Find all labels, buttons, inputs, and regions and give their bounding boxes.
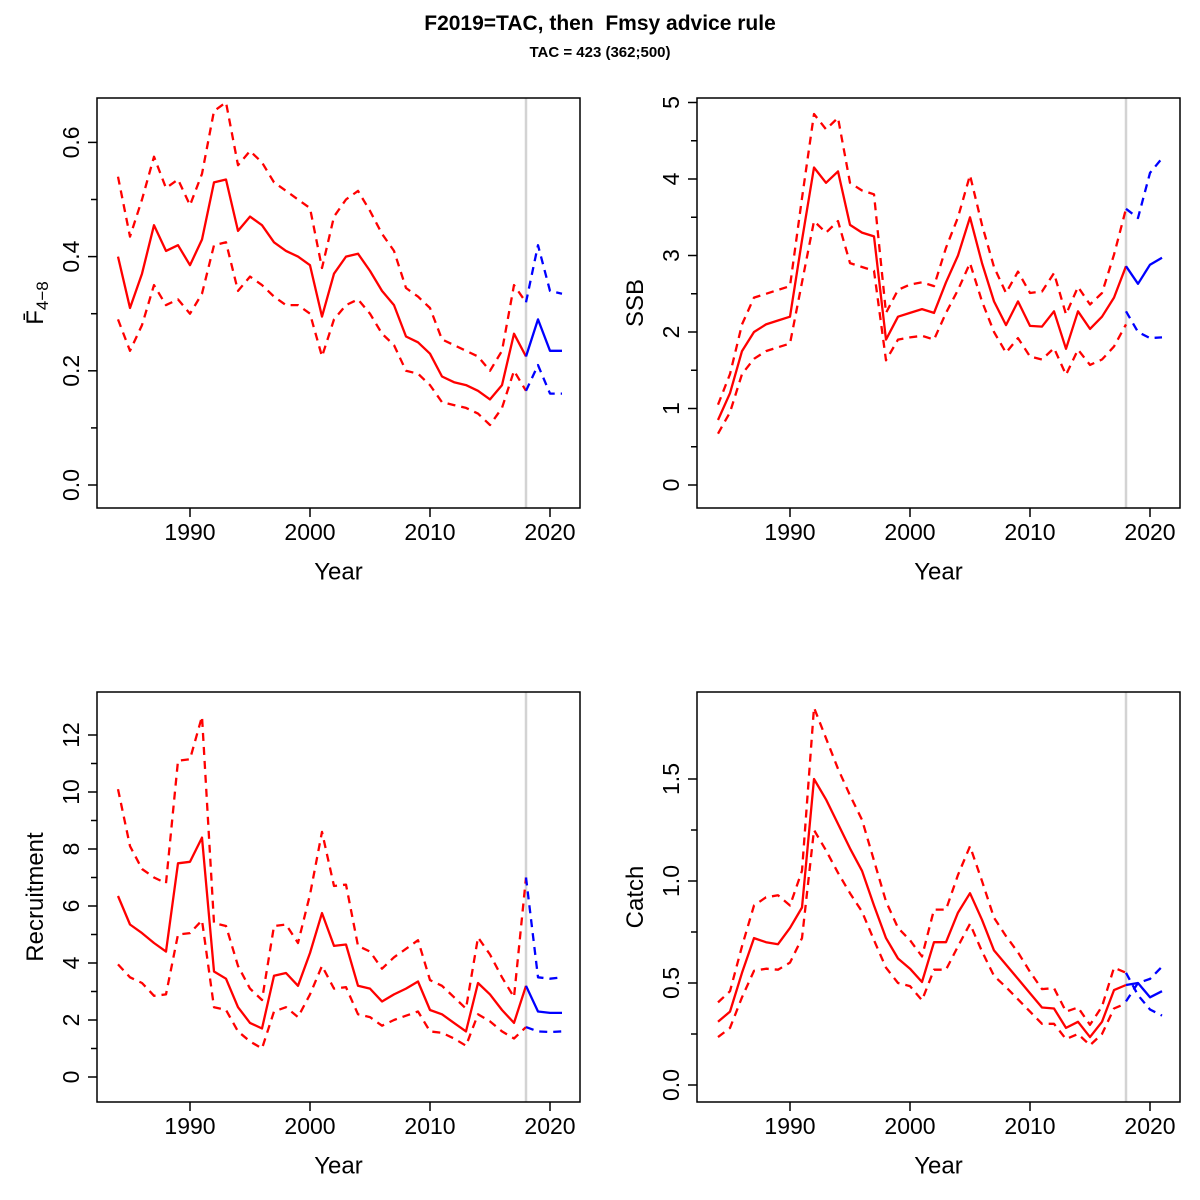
catch-forecast-median-line (1125, 981, 1163, 999)
ssb-median-line (716, 166, 1128, 421)
ssb-forecast-upper-ci-line (1125, 157, 1163, 220)
x-tick-label: 2000 (884, 519, 935, 545)
y-tick-label: 0 (658, 479, 684, 492)
x-tick-label: 2020 (524, 1113, 575, 1139)
x-tick-label: 2020 (1124, 519, 1175, 545)
x-tick-label: 1990 (164, 519, 215, 545)
y-tick-label: 1.0 (658, 865, 684, 897)
catch-y-axis: 0.0 0.5 1.0 1.5 Catch (622, 763, 697, 1101)
y-tick-label: 0.2 (58, 355, 84, 387)
x-tick-label: 2000 (884, 1113, 935, 1139)
ssb-upper-ci-line (716, 112, 1128, 406)
catch-upper-ci-line (717, 706, 1127, 1026)
ssb-forecast-lower-ci-line (1125, 310, 1163, 340)
catch-plot-box (696, 691, 1181, 1103)
recruitment-forecast-upper-ci-line (524, 877, 563, 980)
ssb-x-label: Year (914, 559, 963, 586)
x-tick-label: 2010 (404, 1113, 455, 1139)
panel-catch: 1990 2000 2010 2020 Year 0.0 0.5 1.0 1.5 Catch (622, 691, 1181, 1180)
x-tick-label: 2000 (284, 519, 335, 545)
y-tick-label: 1 (658, 402, 684, 415)
x-tick-label: 2010 (404, 519, 455, 545)
recruitment-upper-ci-line (116, 715, 528, 1010)
y-tick-label: 6 (58, 900, 84, 913)
recruitment-y-label: Recruitment (22, 832, 49, 962)
recruitment-forecast-median-line (524, 985, 562, 1015)
x-tick-label: 1990 (764, 1113, 815, 1139)
y-tick-label: 0.5 (658, 967, 684, 999)
ssb-y-axis: 0 1 2 3 4 5 SSB (622, 96, 697, 492)
y-tick-label: 1.5 (658, 763, 684, 795)
y-tick-label: 0.0 (658, 1069, 684, 1101)
catch-forecast-lower-ci-line (1124, 972, 1163, 1017)
x-tick-label: 2020 (1124, 1113, 1175, 1139)
y-tick-label: 10 (58, 779, 84, 805)
y-tick-label: 0.0 (58, 469, 84, 501)
recruitment-plot-box (96, 691, 581, 1103)
x-tick-label: 2010 (1004, 1113, 1055, 1139)
catch-median-line (717, 777, 1127, 1039)
catch-forecast-upper-ci-line (1125, 965, 1163, 1003)
recruitment-lower-ci-line (117, 919, 527, 1050)
fbar-x-label: Year (314, 559, 363, 586)
recruitment-forecast-lower-ci-line (525, 1026, 563, 1034)
x-tick-label: 2010 (1004, 519, 1055, 545)
ssb-forecast-median-line (1125, 256, 1163, 285)
y-tick-label: 0.4 (58, 240, 84, 272)
fbar-x-axis: 1990 2000 2010 2020 Year (164, 508, 576, 586)
subtitle: TAC = 423 (362;500) (529, 44, 671, 61)
fbar-forecast-lower-ci-line (524, 363, 562, 395)
catch-y-label: Catch (622, 866, 649, 929)
y-tick-label: 0 (58, 1071, 84, 1084)
fbar-y-axis: 0.0 0.2 0.4 0.6 F̄4−8 (22, 126, 97, 501)
y-tick-label: 8 (58, 843, 84, 856)
panel-recruitment: 1990 2000 2010 2020 Year 0 2 4 6 8 10 12 Recruitment (22, 691, 581, 1180)
panel-ssb: 1990 2000 2010 2020 Year 0 1 2 3 4 5 SSB (622, 96, 1181, 586)
y-tick-label: 0.6 (58, 126, 84, 158)
recruitment-x-label: Year (314, 1153, 363, 1180)
fbar-upper-ci-line (116, 101, 527, 372)
fbar-lower-ci-line (116, 241, 527, 427)
x-tick-label: 2000 (284, 1113, 335, 1139)
fbar-median-line (116, 178, 528, 401)
fbar-forecast-median-line (524, 318, 562, 357)
recruitment-x-axis: 1990 2000 2010 2020 Year (164, 1102, 576, 1180)
y-tick-label: 4 (58, 956, 84, 969)
x-tick-label: 1990 (764, 519, 815, 545)
ssb-lower-ci-line (716, 219, 1128, 435)
catch-lower-ci-line (717, 828, 1127, 1047)
catch-x-axis: 1990 2000 2010 2020 Year (764, 1102, 1176, 1180)
y-tick-label: 5 (658, 96, 684, 109)
y-tick-label: 2 (658, 326, 684, 339)
ssb-plot-box (696, 97, 1181, 509)
x-tick-label: 1990 (164, 1113, 215, 1139)
catch-x-label: Year (914, 1153, 963, 1180)
x-tick-label: 2020 (524, 519, 575, 545)
fbar-plot-box (96, 97, 581, 509)
y-tick-label: 4 (658, 172, 684, 185)
recruitment-y-axis: 0 2 4 6 8 10 12 Recruitment (22, 722, 97, 1084)
y-tick-label: 2 (58, 1014, 84, 1027)
fbar-y-label: F̄4−8 (22, 281, 52, 325)
y-tick-label: 3 (658, 249, 684, 262)
ssb-y-label: SSB (622, 279, 649, 327)
main-title: F2019=TAC, then Fmsy advice rule (424, 12, 776, 35)
recruitment-median-line (116, 836, 528, 1033)
ssb-x-axis: 1990 2000 2010 2020 Year (764, 508, 1176, 586)
fbar-forecast-upper-ci-line (524, 244, 563, 303)
panel-fbar: 1990 2000 2010 2020 Year 0.0 0.2 0.4 0.6 F̄4−8 (22, 97, 581, 586)
y-tick-label: 12 (58, 722, 84, 748)
